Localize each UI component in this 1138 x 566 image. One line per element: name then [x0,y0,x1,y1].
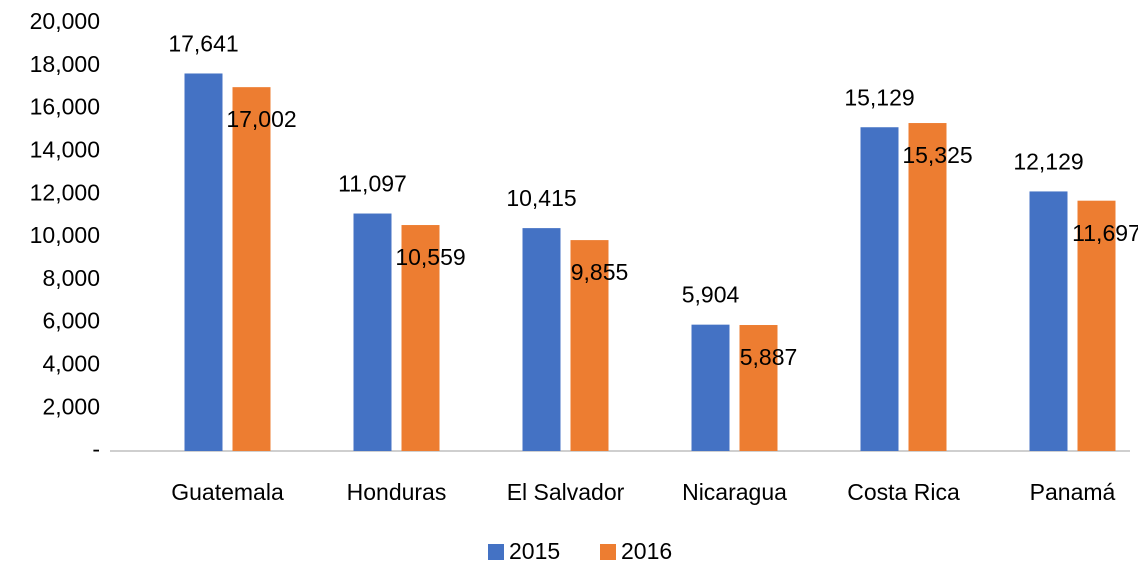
legend-swatch [488,544,504,560]
x-tick-label: Costa Rica [847,479,960,505]
data-label: 15,129 [844,84,914,110]
bar [691,324,730,451]
bar [353,213,392,451]
data-label: 11,097 [338,171,407,197]
legend-label: 2016 [621,538,672,564]
data-label: 17,002 [226,106,296,132]
y-tick-label: 16,000 [30,94,100,120]
y-tick-label: 18,000 [30,51,100,77]
data-label: 10,415 [506,185,576,211]
bar [860,127,899,451]
y-tick-label: 4,000 [42,350,100,376]
bar [1029,191,1068,452]
bar [1077,200,1116,451]
bar [522,228,561,451]
y-tick-label: 12,000 [30,179,100,205]
y-tick-label: - [92,436,100,462]
data-label: 12,129 [1013,149,1083,175]
bar [184,73,223,451]
data-label: 11,697 [1072,220,1138,246]
data-label: 17,641 [168,31,238,57]
data-label: 5,887 [740,344,798,370]
x-tick-label: Nicaragua [682,479,787,505]
bar [739,325,778,451]
x-tick-label: Panamá [1030,479,1116,505]
x-tick-label: Honduras [347,479,447,505]
y-tick-label: 20,000 [30,8,100,34]
legend-swatch [600,544,616,560]
y-tick-label: 2,000 [42,393,100,419]
x-tick-label: Guatemala [171,479,284,505]
y-tick-label: 10,000 [30,222,100,248]
data-label: 10,559 [395,244,465,270]
data-label: 15,325 [902,142,972,168]
bar [570,240,609,451]
data-label: 5,904 [682,282,740,308]
bar [908,123,947,452]
bar [401,225,440,451]
legend-label: 2015 [509,538,560,564]
bar [232,87,271,452]
x-tick-label: El Salvador [507,479,625,505]
y-tick-label: 8,000 [42,265,100,291]
data-label: 9,855 [571,259,629,285]
y-tick-label: 6,000 [42,308,100,334]
y-tick-label: 14,000 [30,136,100,162]
